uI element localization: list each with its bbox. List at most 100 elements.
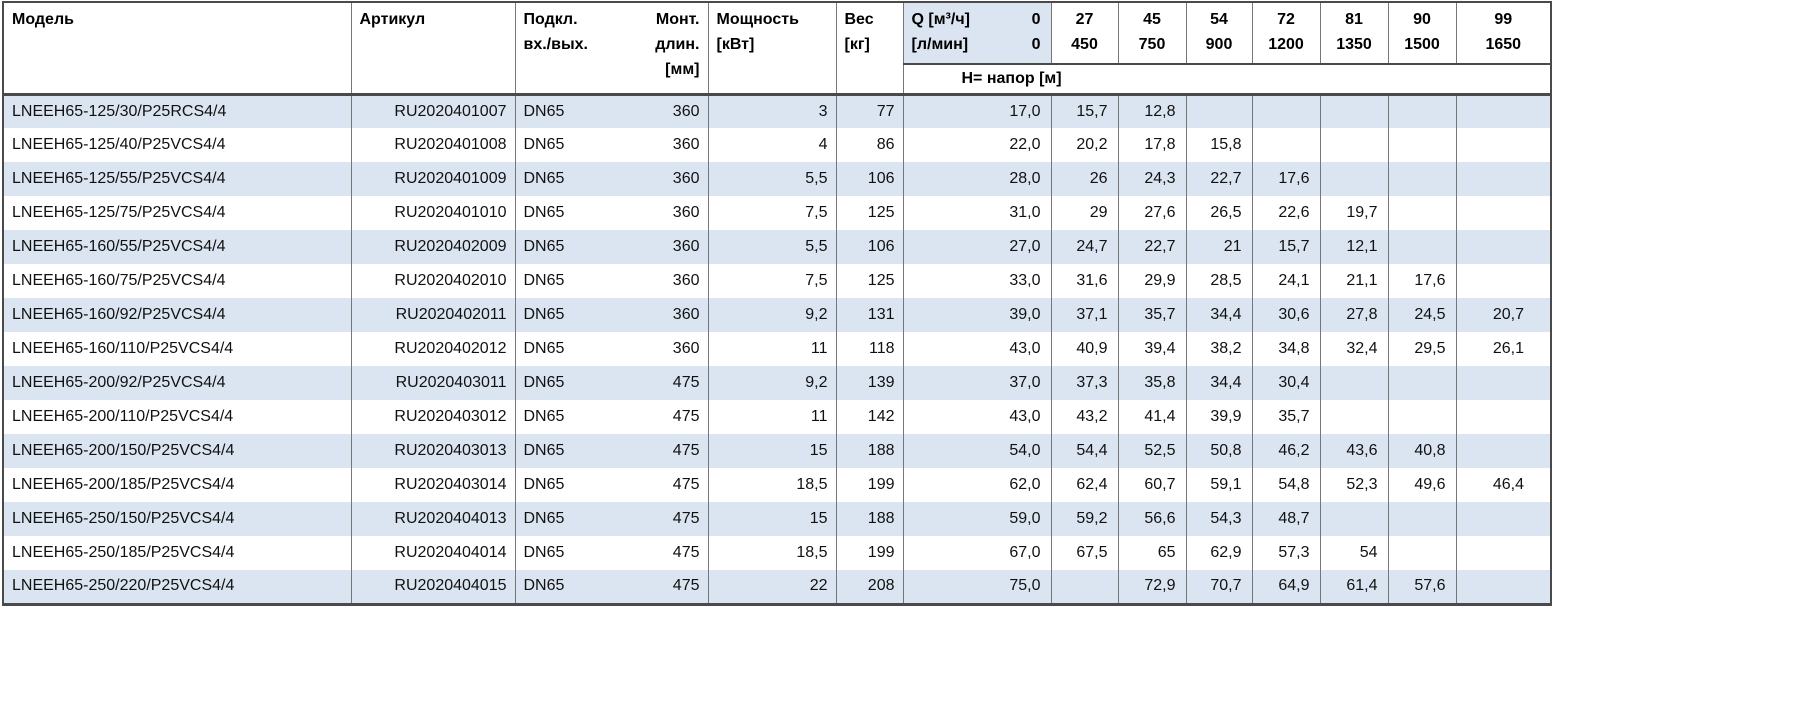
head-value-cell bbox=[1387, 536, 1456, 570]
head-value-cell: 40,8 bbox=[1387, 434, 1456, 468]
head-value-cell: 43,2 bbox=[1050, 400, 1118, 434]
head-value-cell: 24,1 bbox=[1251, 264, 1320, 298]
head-value-cell: 39,9 bbox=[1185, 400, 1252, 434]
head-value-cell: 19,7 bbox=[1319, 196, 1388, 230]
pump-row: LNEEH65-200/92/P25VCS4/4 RU2020403011 DN65… bbox=[3, 366, 1551, 400]
article-cell: RU2020404015 bbox=[350, 570, 515, 604]
head-value-cell: 30,4 bbox=[1251, 366, 1320, 400]
article-cell: RU2020404014 bbox=[350, 536, 515, 570]
weight-cell: 142 bbox=[835, 400, 903, 434]
header-row-main: Модель Артикул Подкл. вх./вых. Монт. дли… bbox=[3, 2, 1551, 96]
weight-cell: 125 bbox=[835, 196, 903, 230]
head-value-cell bbox=[1319, 366, 1388, 400]
head-value-cell bbox=[1387, 502, 1456, 536]
head-value-cell: 52,3 bbox=[1319, 468, 1388, 502]
head-value-cell: 54,4 bbox=[1050, 434, 1118, 468]
col-header-flow-zero: Q [м³/ч] 0 [л/мин] 0 bbox=[902, 2, 1051, 65]
head-value-cell: 59,0 bbox=[902, 502, 1051, 536]
head-value-cell: 39,4 bbox=[1117, 332, 1186, 366]
head-value-cell: 62,0 bbox=[902, 468, 1051, 502]
connection-cell: DN65 bbox=[514, 162, 633, 196]
head-value-cell bbox=[1455, 230, 1551, 264]
head-value-cell bbox=[1455, 502, 1551, 536]
pump-row: LNEEH65-160/110/P25VCS4/4 RU2020402012 DN6… bbox=[3, 332, 1551, 366]
col-header-mount-length: Монт. длин. [мм] bbox=[633, 2, 708, 96]
head-value-cell: 37,1 bbox=[1050, 298, 1118, 332]
head-value-cell: 59,1 bbox=[1185, 468, 1252, 502]
head-value-cell: 40,9 bbox=[1050, 332, 1118, 366]
col-header-weight-line2: [кг] bbox=[844, 36, 870, 53]
weight-cell: 118 bbox=[835, 332, 903, 366]
head-value-cell: 15,7 bbox=[1050, 94, 1118, 128]
pump-row: LNEEH65-200/185/P25VCS4/4 RU2020403014 DN6… bbox=[3, 468, 1551, 502]
head-value-cell: 22,6 bbox=[1251, 196, 1320, 230]
weight-cell: 139 bbox=[835, 366, 903, 400]
head-value-cell: 17,0 bbox=[902, 94, 1051, 128]
head-value-cell: 20,2 bbox=[1050, 128, 1118, 162]
head-value-cell bbox=[1387, 366, 1456, 400]
head-value-cell: 21,1 bbox=[1319, 264, 1388, 298]
col-header-weight-line1: Вес bbox=[844, 11, 874, 28]
mount-length-cell: 475 bbox=[672, 374, 700, 391]
head-value-cell bbox=[1455, 264, 1551, 298]
mount-length-cell: 360 bbox=[672, 204, 700, 221]
head-value-cell bbox=[1251, 128, 1320, 162]
head-value-cell: 56,6 bbox=[1117, 502, 1186, 536]
flow-lmin-label: [л/мин] bbox=[911, 36, 969, 53]
header-row-head: Н= напор [м] bbox=[3, 64, 1551, 96]
head-value-cell: 17,6 bbox=[1387, 264, 1456, 298]
model-cell: LNEEH65-200/150/P25VCS4/4 bbox=[12, 442, 235, 459]
model-cell: LNEEH65-250/185/P25VCS4/4 bbox=[12, 544, 235, 561]
head-value-cell: 33,0 bbox=[902, 264, 1051, 298]
head-value-cell bbox=[1319, 128, 1388, 162]
head-value-cell: 57,6 bbox=[1387, 570, 1456, 604]
head-value-cell: 27,8 bbox=[1319, 298, 1388, 332]
mount-length-cell: 360 bbox=[672, 272, 700, 289]
power-cell: 7,5 bbox=[707, 264, 836, 298]
flow-lmin-value: 1650 bbox=[1485, 36, 1522, 53]
head-value-cell: 64,9 bbox=[1251, 570, 1320, 604]
article-cell: RU2020404013 bbox=[350, 502, 515, 536]
pump-row: LNEEH65-160/55/P25VCS4/4 RU2020402009 DN65… bbox=[3, 230, 1551, 264]
article-cell: RU2020401010 bbox=[350, 196, 515, 230]
table-header: Модель Артикул Подкл. вх./вых. Монт. дли… bbox=[3, 2, 1551, 96]
head-value-cell: 12,8 bbox=[1117, 94, 1186, 128]
weight-cell: 131 bbox=[835, 298, 903, 332]
head-value-cell: 35,8 bbox=[1117, 366, 1186, 400]
mount-length-cell: 360 bbox=[672, 340, 700, 357]
pump-row: LNEEH65-160/75/P25VCS4/4 RU2020402010 DN65… bbox=[3, 264, 1551, 298]
mount-length-cell: 360 bbox=[672, 136, 700, 153]
col-header-weight: Вес [кг] bbox=[835, 2, 903, 96]
head-value-cell: 43,6 bbox=[1319, 434, 1388, 468]
weight-cell: 188 bbox=[835, 434, 903, 468]
head-value-cell: 60,7 bbox=[1117, 468, 1186, 502]
col-header-flow-4: 72 1200 bbox=[1251, 2, 1320, 65]
head-value-cell: 31,0 bbox=[902, 196, 1051, 230]
head-value-cell: 62,4 bbox=[1050, 468, 1118, 502]
flow-m3h-line: Q [м³/ч] 0 bbox=[912, 7, 1041, 32]
head-value-cell: 12,1 bbox=[1319, 230, 1388, 264]
head-value-cell bbox=[1455, 128, 1551, 162]
model-cell: LNEEH65-160/110/P25VCS4/4 bbox=[12, 340, 234, 357]
pump-row: LNEEH65-250/150/P25VCS4/4 RU2020404013 DN6… bbox=[3, 502, 1551, 536]
power-cell: 4 bbox=[707, 128, 836, 162]
power-cell: 11 bbox=[707, 332, 836, 366]
col-header-mount-line2: длин. bbox=[655, 36, 700, 53]
head-value-cell: 20,7 bbox=[1455, 298, 1551, 332]
head-value-cell bbox=[1455, 366, 1551, 400]
head-value-cell bbox=[1455, 400, 1551, 434]
flow-m3h-value: 72 bbox=[1277, 11, 1295, 28]
head-value-cell: 22,7 bbox=[1117, 230, 1186, 264]
head-value-cell: 70,7 bbox=[1185, 570, 1252, 604]
col-header-model: Модель bbox=[3, 2, 351, 96]
head-value-cell bbox=[1387, 196, 1456, 230]
weight-cell: 188 bbox=[835, 502, 903, 536]
head-value-cell: 54,0 bbox=[902, 434, 1051, 468]
head-value-cell bbox=[1455, 162, 1551, 196]
head-value-cell bbox=[1319, 162, 1388, 196]
flow-lmin-value: 750 bbox=[1138, 36, 1166, 53]
mount-length-cell: 475 bbox=[672, 510, 700, 527]
connection-cell: DN65 bbox=[514, 570, 633, 604]
power-cell: 9,2 bbox=[707, 366, 836, 400]
col-header-power-line2: [кВт] bbox=[716, 36, 755, 53]
